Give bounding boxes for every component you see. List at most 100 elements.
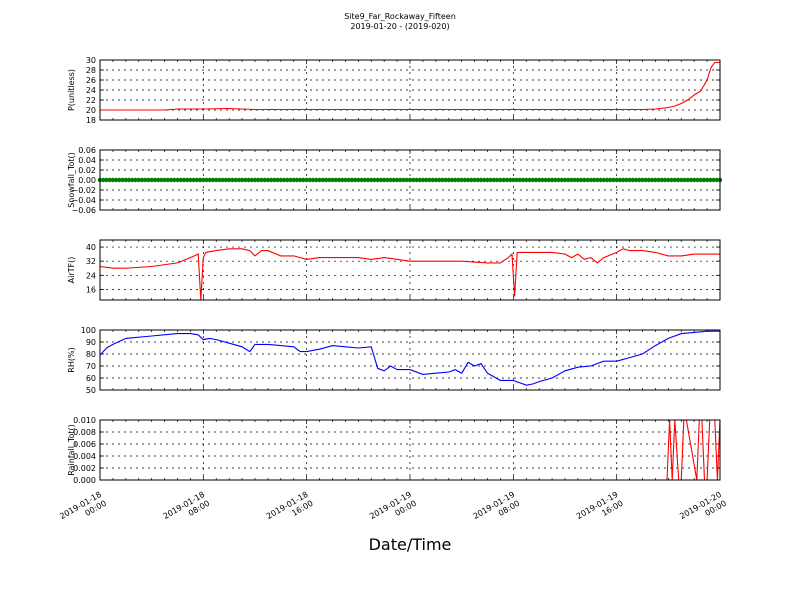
data-point (698, 177, 703, 183)
y-tick-label: 60 (86, 374, 96, 383)
data-point (188, 177, 193, 183)
data-point (653, 177, 658, 183)
data-point (268, 177, 274, 183)
data-point (339, 177, 345, 183)
data-point (646, 177, 652, 183)
data-point (469, 177, 474, 183)
data-point (643, 177, 648, 183)
data-point (349, 177, 355, 183)
y-tick-label: 0.008 (73, 428, 96, 437)
data-point (423, 177, 429, 183)
data-point (346, 177, 351, 183)
x-tick-label: 2019-01-2000:00 (678, 490, 728, 530)
y-axis-label: P(unitless) (67, 69, 76, 111)
data-point (559, 177, 564, 183)
panel-frame (99, 59, 721, 121)
data-point (278, 177, 284, 183)
data-point (582, 177, 587, 183)
data-point (633, 177, 639, 183)
grid (100, 60, 720, 120)
data-point (714, 177, 719, 183)
data-point (110, 177, 116, 183)
y-axis-label: RH(%) (67, 347, 76, 372)
data-point (675, 177, 681, 183)
data-point (601, 177, 606, 183)
y-tick-label: 26 (86, 76, 96, 85)
data-point (491, 177, 497, 183)
data-point (233, 177, 238, 183)
data-point (562, 177, 568, 183)
data-point (627, 177, 632, 183)
y-tick-label: 0.000 (73, 476, 96, 485)
data-point (184, 177, 190, 183)
y-tick-label: −0.02 (71, 186, 96, 195)
data-point (201, 177, 206, 183)
series-line (99, 330, 720, 386)
data-point (272, 177, 277, 183)
data-point (514, 177, 519, 183)
data-point (304, 177, 309, 183)
data-point (265, 177, 271, 183)
data-point (414, 177, 419, 183)
data-point (143, 177, 148, 183)
data-point (436, 177, 442, 183)
data-point (343, 177, 348, 183)
data-point (307, 177, 313, 183)
data-point (310, 177, 316, 183)
data-point (427, 177, 432, 183)
data-point (294, 177, 300, 183)
data-point (246, 177, 251, 183)
y-tick-label: 0.06 (78, 146, 96, 155)
data-point (172, 177, 177, 183)
data-point (679, 177, 684, 183)
data-point (317, 177, 322, 183)
y-tick-label: 24 (86, 271, 96, 280)
data-point (214, 177, 219, 183)
data-point (139, 177, 145, 183)
data-point (359, 177, 364, 183)
data-point (708, 177, 713, 183)
data-point (456, 177, 461, 183)
y-axis-label: Snowfall_Tot() (67, 152, 76, 208)
data-point (640, 177, 645, 183)
data-point (507, 177, 513, 183)
data-point (701, 177, 707, 183)
data-point (511, 177, 516, 183)
y-tick-label: 18 (86, 116, 96, 125)
data-point (624, 177, 629, 183)
data-point (595, 177, 600, 183)
data-point (320, 177, 326, 183)
data-point (301, 177, 306, 183)
data-point (420, 177, 426, 183)
y-tick-label: 0.004 (73, 452, 96, 461)
y-tick-label: 90 (86, 338, 96, 347)
series-markers (97, 177, 723, 183)
y-axis-label: Rainfall_Tot() (67, 424, 76, 476)
panel-frame (99, 329, 721, 391)
data-point (314, 177, 319, 183)
data-point (327, 177, 332, 183)
data-point (575, 177, 581, 183)
data-point (611, 177, 616, 183)
data-point (385, 177, 390, 183)
data-point (130, 177, 135, 183)
data-point (217, 177, 222, 183)
data-point (659, 177, 665, 183)
data-point (417, 177, 422, 183)
data-point (591, 177, 597, 183)
data-point (475, 177, 481, 183)
data-point (123, 177, 129, 183)
data-point (617, 177, 623, 183)
data-point (401, 177, 406, 183)
grid (100, 240, 720, 300)
data-point (298, 177, 303, 183)
data-point (352, 177, 358, 183)
data-point (291, 177, 296, 183)
data-point (288, 177, 293, 183)
data-point (704, 177, 710, 183)
data-point (223, 177, 229, 183)
data-point (691, 177, 697, 183)
y-tick-label: 30 (86, 56, 96, 65)
data-point (620, 177, 626, 183)
data-point (207, 177, 212, 183)
